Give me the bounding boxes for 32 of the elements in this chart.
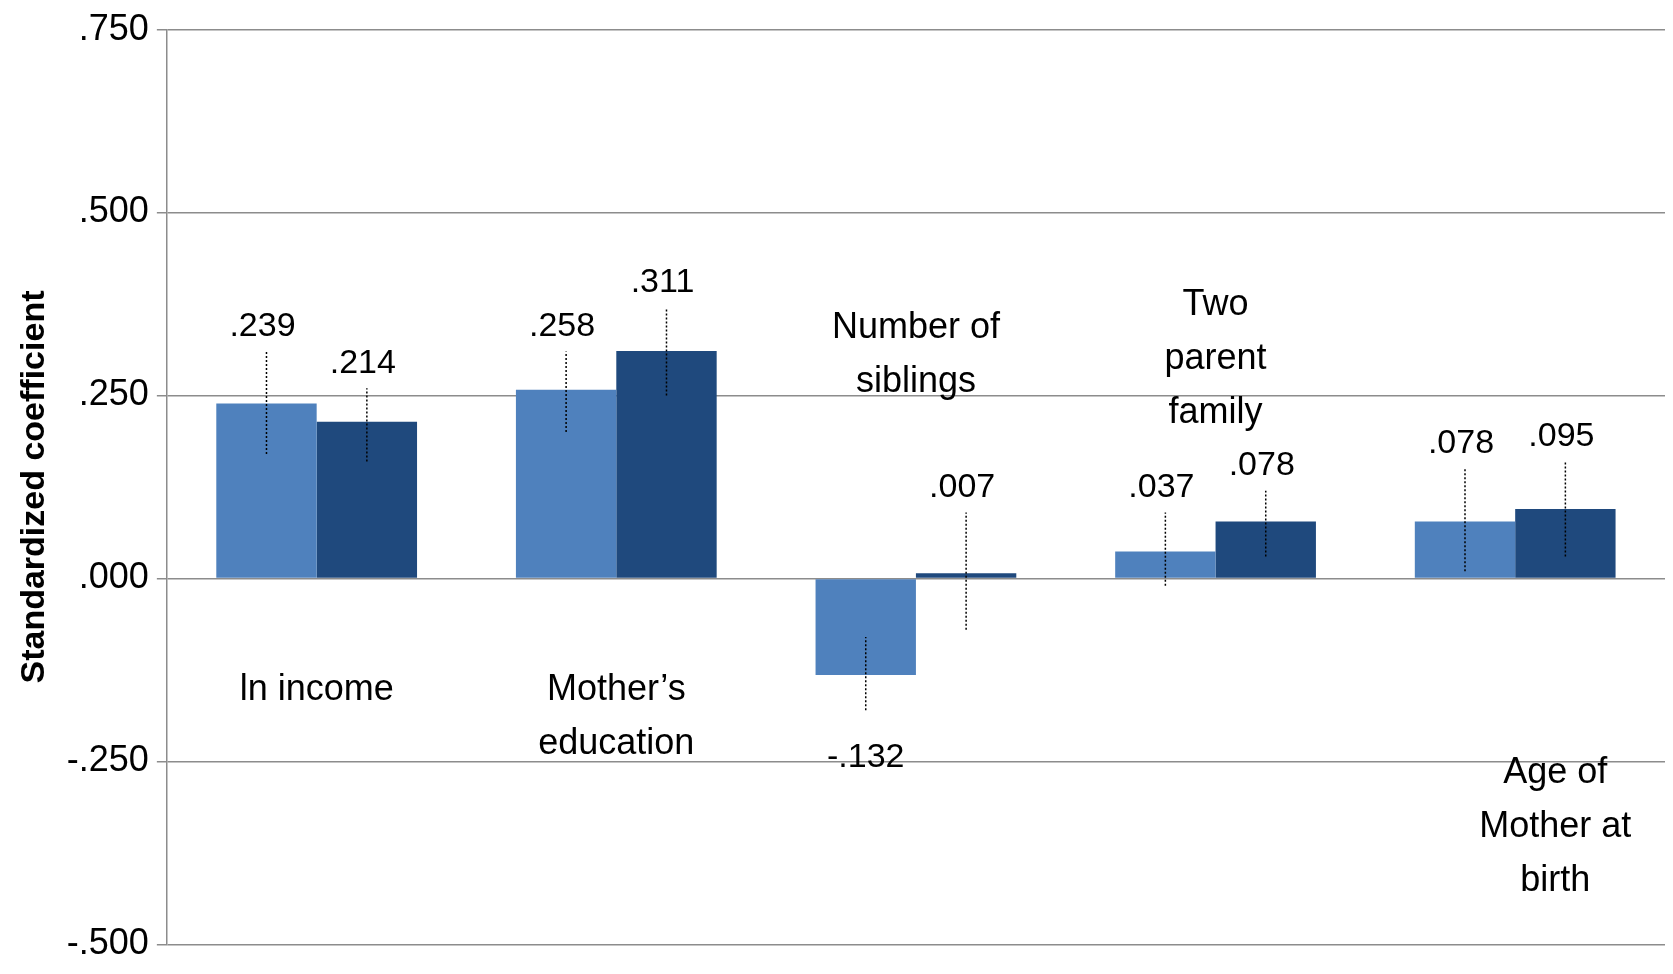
data-label: .078 — [1427, 422, 1495, 461]
bar — [1414, 521, 1516, 578]
data-label: -.132 — [826, 735, 905, 774]
bar — [216, 403, 317, 578]
data-label: .095 — [1528, 414, 1595, 453]
data-label: .258 — [529, 304, 596, 343]
x-tick-label: Mother’s education — [538, 667, 695, 763]
y-tick-label: .250 — [78, 372, 149, 414]
data-label: .239 — [229, 304, 296, 343]
x-tick-label: ln income — [239, 666, 394, 708]
y-tick-label: .500 — [78, 189, 149, 231]
bar — [316, 421, 418, 578]
data-label: .311 — [630, 261, 695, 300]
data-label: .007 — [929, 465, 996, 504]
y-tick-label: .750 — [78, 6, 149, 48]
x-tick-label: Age of Mother at birth — [1479, 750, 1632, 900]
x-tick-label: Two parent family — [1164, 281, 1267, 431]
bar — [915, 573, 1017, 578]
bar — [616, 350, 717, 578]
bar — [1515, 508, 1616, 578]
bar — [1215, 521, 1316, 578]
y-axis-title: Standardized coefficient — [12, 290, 51, 684]
bar — [515, 389, 617, 578]
data-label: .078 — [1228, 444, 1295, 483]
data-label: .037 — [1128, 465, 1195, 504]
y-tick-label: -.500 — [66, 921, 149, 963]
x-tick-label: Number of siblings — [831, 305, 1001, 401]
bar — [1115, 551, 1216, 578]
y-tick-label: .000 — [78, 555, 149, 597]
y-tick-label: -.250 — [66, 738, 149, 780]
bar — [815, 579, 916, 676]
data-label: .214 — [329, 341, 396, 380]
